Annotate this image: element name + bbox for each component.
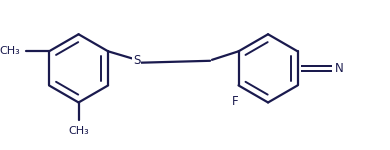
Text: CH₃: CH₃: [68, 126, 89, 136]
Text: F: F: [231, 95, 238, 108]
Text: CH₃: CH₃: [0, 46, 21, 56]
Text: S: S: [133, 54, 140, 67]
Text: N: N: [335, 62, 343, 75]
